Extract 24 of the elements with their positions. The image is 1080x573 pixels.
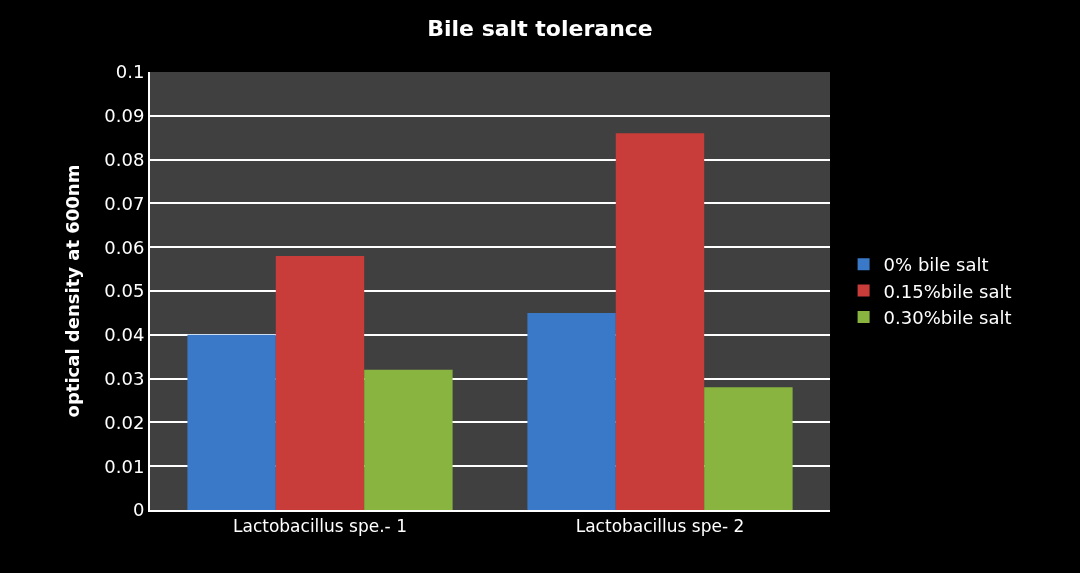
y-tick-label: 0.06 <box>104 236 145 258</box>
bar <box>704 387 793 510</box>
legend-label: 0.15%bile salt <box>883 280 1012 302</box>
y-tick-label: 0.02 <box>104 411 145 433</box>
bar <box>364 369 453 510</box>
legend-label: 0% bile salt <box>883 254 989 276</box>
y-tick-label: 0.07 <box>104 192 145 214</box>
bar <box>275 255 365 510</box>
bar <box>527 312 616 510</box>
chart-title: Bile salt tolerance <box>427 16 653 42</box>
y-tick-label: 0.09 <box>104 105 145 127</box>
y-tick-label: 0.03 <box>104 367 145 389</box>
legend-label: 0.30%bile salt <box>883 307 1012 329</box>
y-tick-label: 0.04 <box>104 324 145 346</box>
y-tick-label: 0.01 <box>104 455 145 477</box>
bar <box>187 334 276 510</box>
y-tick-label: 0.05 <box>104 280 145 302</box>
bar <box>615 133 705 510</box>
x-tick-label: Lactobacillus spe- 2 <box>575 516 745 537</box>
y-tick-label: 0 <box>132 499 145 521</box>
y-axis-title: optical density at 600nm <box>62 164 84 418</box>
x-tick-label: Lactobacillus spe.- 1 <box>233 516 407 537</box>
y-tick-label: 0.08 <box>104 148 145 170</box>
y-tick-label: 0.1 <box>115 61 145 83</box>
